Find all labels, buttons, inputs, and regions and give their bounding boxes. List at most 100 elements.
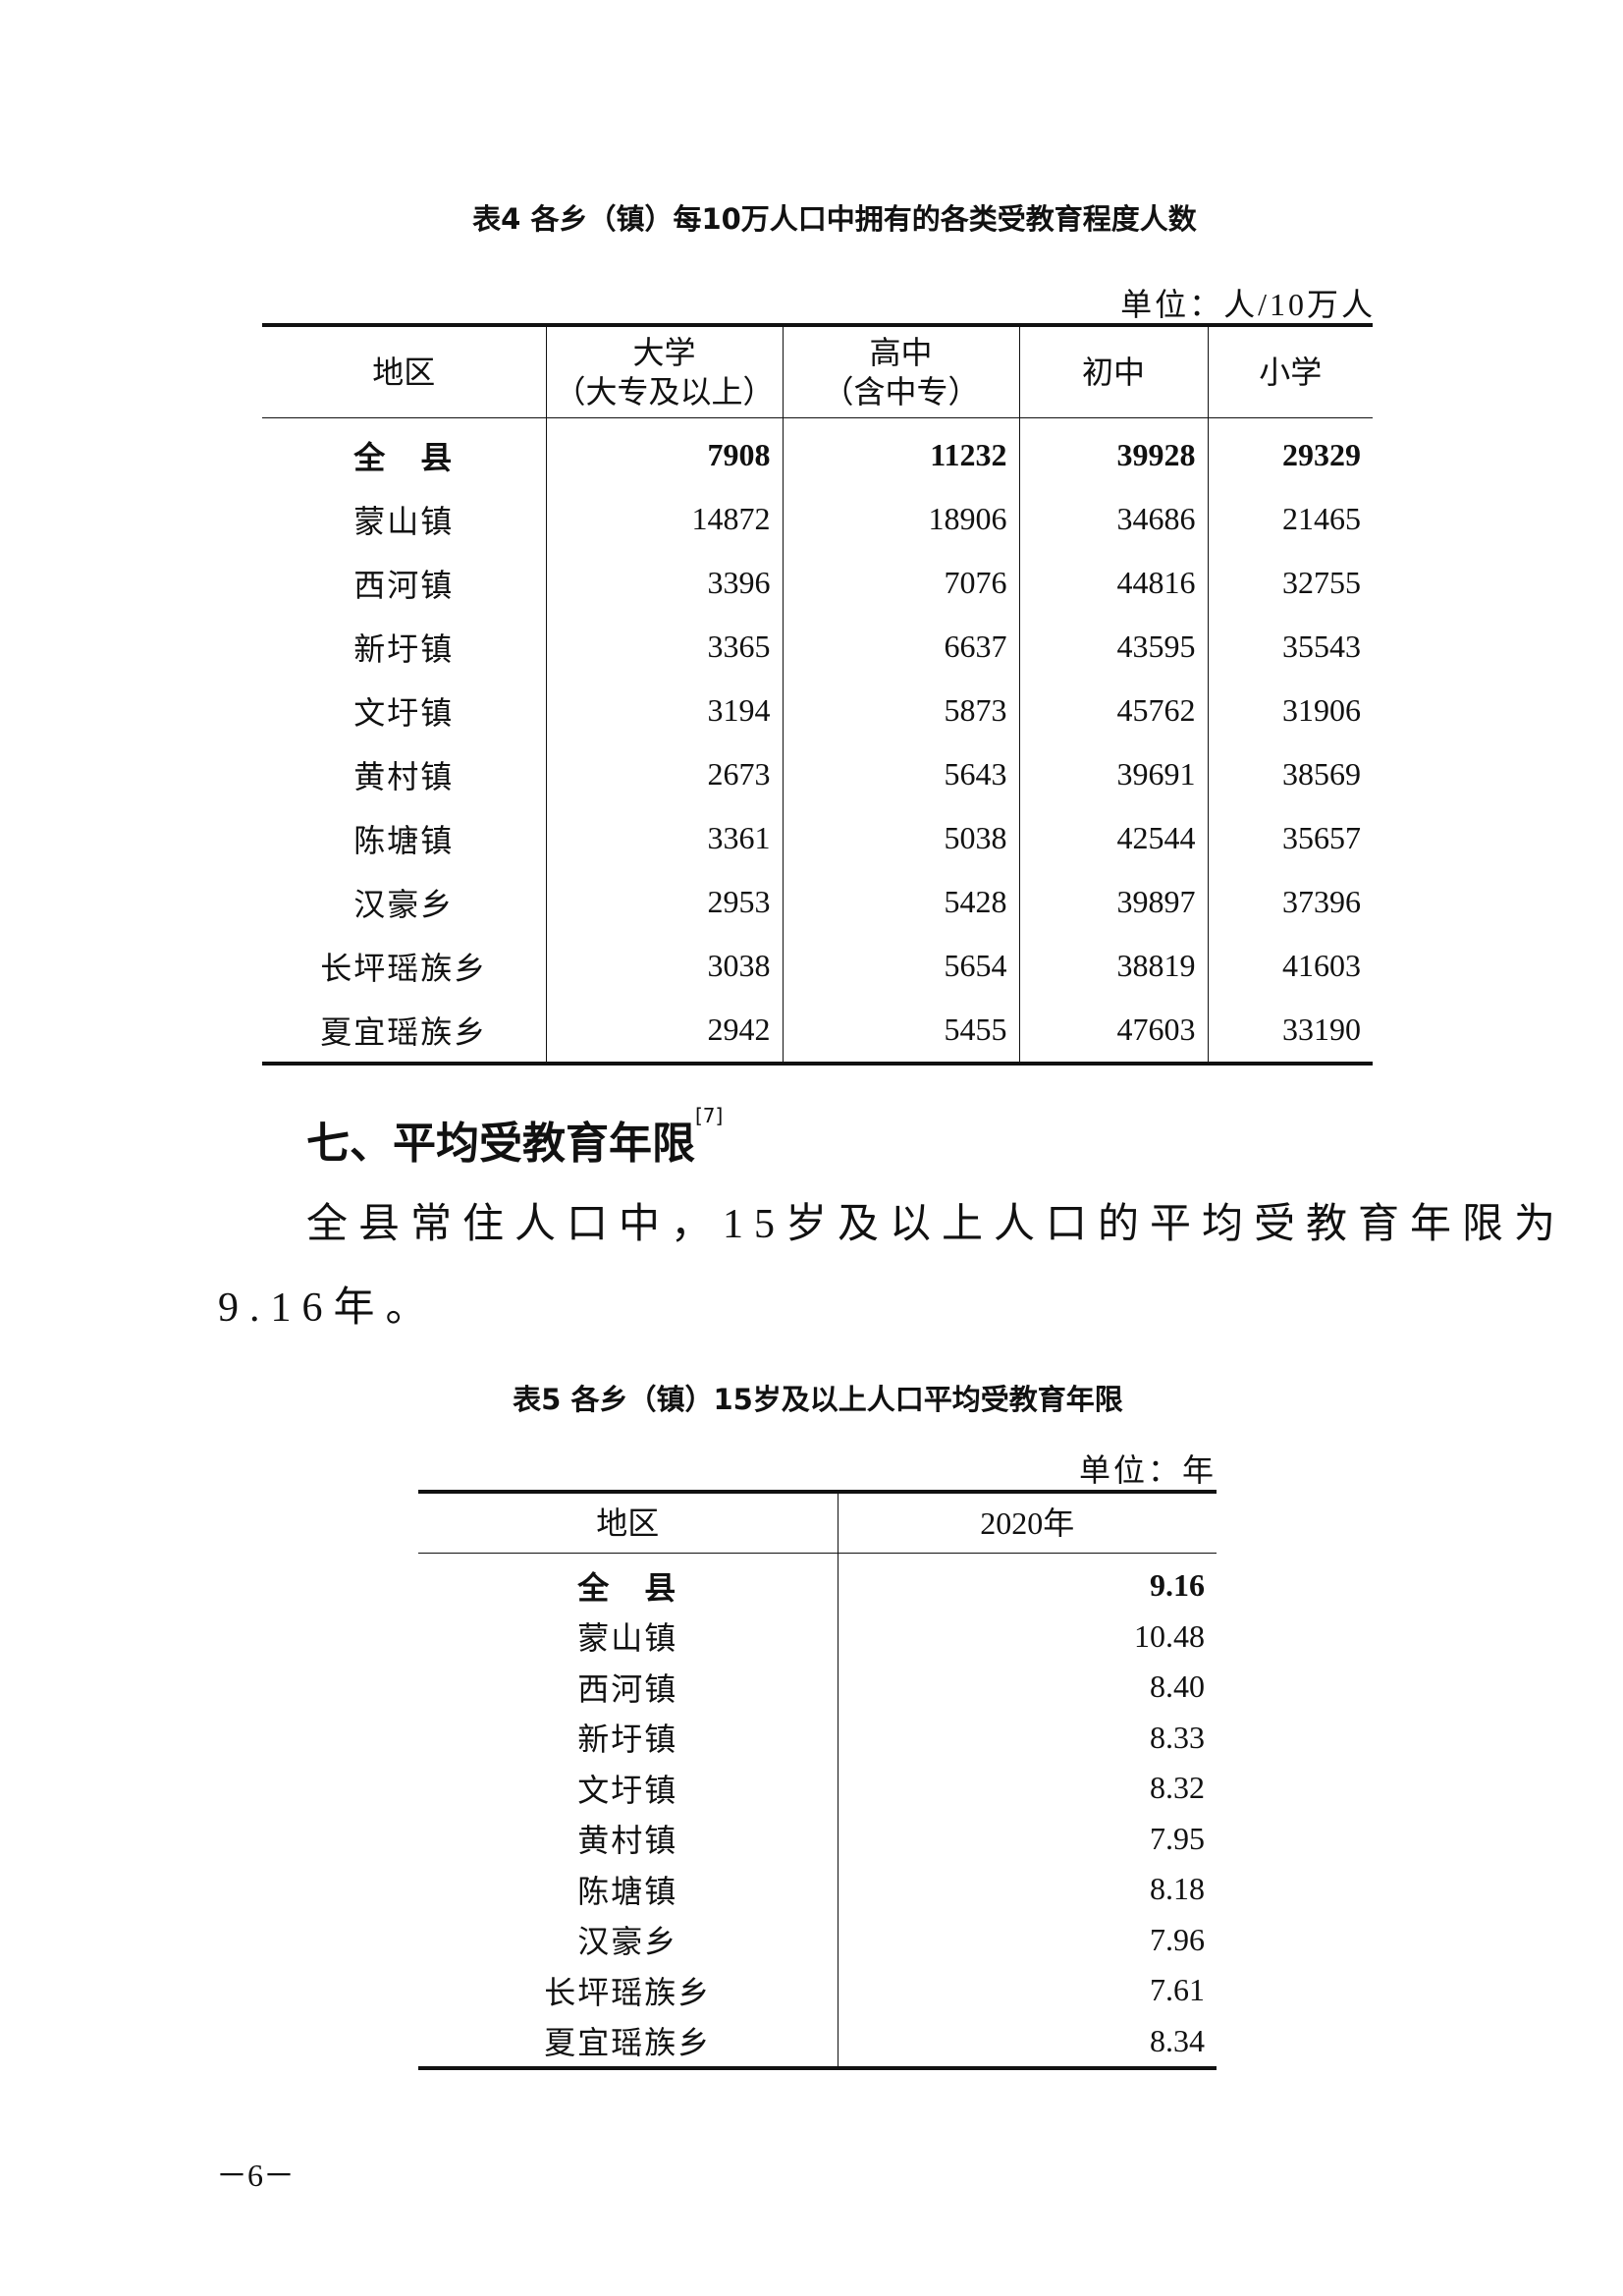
table4-unit: 单位：人/10万人 [1120, 287, 1376, 322]
table-row: 黄村镇 2673 5643 39691 38569 [262, 742, 1373, 806]
header-college-line1: 大学 [632, 335, 696, 370]
cell-region: 蒙山镇 [353, 503, 455, 539]
cell-value: 7.96 [837, 1914, 1217, 1965]
cell-college: 3194 [545, 679, 783, 742]
cell-college: 7908 [545, 417, 783, 487]
header-college: 大学 （大专及以上） [545, 325, 783, 418]
footnote-ref[interactable]: [7] [695, 1104, 724, 1127]
paragraph-line2: 9.16年。 [218, 1285, 438, 1331]
header-year: 2020年 [837, 1492, 1217, 1554]
cell-region: 长坪瑶族乡 [544, 1974, 712, 2010]
cell-primary: 35657 [1207, 806, 1373, 870]
cell-value: 7.95 [837, 1813, 1217, 1864]
cell-high: 11232 [782, 417, 1019, 487]
cell-college: 14872 [545, 487, 783, 551]
table-row: 蒙山镇 14872 18906 34686 21465 [262, 487, 1373, 551]
table4: 地区 大学 （大专及以上） 高中 （含中专） 初中 小学 全 县 7908 11232 3… [262, 323, 1373, 1066]
cell-primary: 38569 [1207, 742, 1373, 806]
cell-region: 陈塘镇 [577, 1873, 678, 1909]
cell-region: 全 县 [353, 439, 455, 475]
cell-region: 汉豪乡 [577, 1924, 678, 1960]
cell-junior: 47603 [1018, 998, 1208, 1064]
cell-region: 黄村镇 [577, 1823, 678, 1859]
cell-high: 5654 [782, 934, 1019, 998]
cell-junior: 39691 [1018, 742, 1208, 806]
cell-region: 文圩镇 [577, 1772, 678, 1808]
cell-value: 7.61 [837, 1965, 1217, 2016]
cell-primary: 21465 [1207, 487, 1373, 551]
cell-college: 3038 [545, 934, 783, 998]
table-row: 黄村镇 7.95 [418, 1813, 1217, 1864]
cell-college: 3365 [545, 615, 783, 679]
cell-value: 8.32 [837, 1763, 1217, 1814]
table-row: 陈塘镇 3361 5038 42544 35657 [262, 806, 1373, 870]
cell-primary: 41603 [1207, 934, 1373, 998]
table-row: 全 县 7908 11232 39928 29329 [262, 417, 1373, 487]
cell-region: 夏宜瑶族乡 [544, 2025, 712, 2061]
cell-primary: 29329 [1207, 417, 1373, 487]
header-college-line2: （大专及以上） [554, 374, 775, 410]
table-row: 陈塘镇 8.18 [418, 1864, 1217, 1915]
cell-college: 2942 [545, 998, 783, 1064]
cell-college: 2673 [545, 742, 783, 806]
cell-college: 2953 [545, 870, 783, 934]
table5-title: 表5 各乡（镇）15岁及以上人口平均受教育年限 [513, 1383, 1123, 1416]
cell-value: 8.34 [837, 2015, 1217, 2068]
section-heading-text: 七、平均受教育年限 [306, 1119, 695, 1169]
table-row: 夏宜瑶族乡 8.34 [418, 2015, 1217, 2068]
table5-header-row: 地区 2020年 [418, 1492, 1217, 1554]
header-region: 地区 [418, 1492, 838, 1554]
table-row: 西河镇 8.40 [418, 1662, 1217, 1713]
cell-junior: 34686 [1018, 487, 1208, 551]
cell-value: 8.40 [837, 1662, 1217, 1713]
cell-junior: 43595 [1018, 615, 1208, 679]
cell-region: 新圩镇 [577, 1722, 678, 1758]
cell-junior: 39928 [1018, 417, 1208, 487]
table-row: 西河镇 3396 7076 44816 32755 [262, 551, 1373, 615]
header-high: 高中 （含中专） [782, 325, 1019, 418]
table-row: 文圩镇 8.32 [418, 1763, 1217, 1814]
table-row: 全 县 9.16 [418, 1553, 1217, 1612]
page-number: －6－ [216, 2158, 296, 2193]
cell-junior: 44816 [1018, 551, 1208, 615]
header-junior: 初中 [1018, 325, 1208, 418]
cell-high: 5455 [782, 998, 1019, 1064]
section-heading: 七、平均受教育年限[7] [306, 1104, 723, 1171]
table-row: 新圩镇 3365 6637 43595 35543 [262, 615, 1373, 679]
table-row: 夏宜瑶族乡 2942 5455 47603 33190 [262, 998, 1373, 1064]
header-high-line2: （含中专） [822, 374, 980, 410]
cell-region: 文圩镇 [353, 694, 455, 731]
cell-region: 黄村镇 [353, 758, 455, 794]
cell-primary: 33190 [1207, 998, 1373, 1064]
header-primary: 小学 [1207, 325, 1373, 418]
cell-region: 西河镇 [353, 567, 455, 603]
cell-junior: 42544 [1018, 806, 1208, 870]
cell-high: 7076 [782, 551, 1019, 615]
header-high-line1: 高中 [869, 335, 933, 370]
cell-college: 3396 [545, 551, 783, 615]
cell-high: 18906 [782, 487, 1019, 551]
table-row: 汉豪乡 2953 5428 39897 37396 [262, 870, 1373, 934]
cell-college: 3361 [545, 806, 783, 870]
cell-high: 5038 [782, 806, 1019, 870]
cell-primary: 32755 [1207, 551, 1373, 615]
cell-region: 西河镇 [577, 1670, 678, 1707]
cell-region: 全 县 [577, 1569, 678, 1606]
cell-value: 8.18 [837, 1864, 1217, 1915]
table5: 地区 2020年 全 县 9.16 蒙山镇 10.48 西河镇 8.40 新圩镇 8.33 文圩… [418, 1490, 1217, 2070]
table-row: 长坪瑶族乡 3038 5654 38819 41603 [262, 934, 1373, 998]
cell-junior: 45762 [1018, 679, 1208, 742]
cell-region: 长坪瑶族乡 [320, 950, 488, 986]
paragraph-line1: 全县常住人口中，15岁及以上人口的平均受教育年限为 [306, 1202, 1567, 1247]
cell-high: 6637 [782, 615, 1019, 679]
table-row: 蒙山镇 10.48 [418, 1611, 1217, 1662]
header-region: 地区 [262, 325, 546, 418]
table4-title: 表4 各乡（镇）每10万人口中拥有的各类受教育程度人数 [472, 202, 1197, 236]
table4-header-row: 地区 大学 （大专及以上） 高中 （含中专） 初中 小学 [262, 325, 1373, 418]
table5-unit: 单位：年 [1078, 1452, 1217, 1488]
cell-region: 陈塘镇 [353, 822, 455, 858]
table-row: 文圩镇 3194 5873 45762 31906 [262, 679, 1373, 742]
cell-primary: 37396 [1207, 870, 1373, 934]
table-row: 长坪瑶族乡 7.61 [418, 1965, 1217, 2016]
table-row: 新圩镇 8.33 [418, 1712, 1217, 1763]
